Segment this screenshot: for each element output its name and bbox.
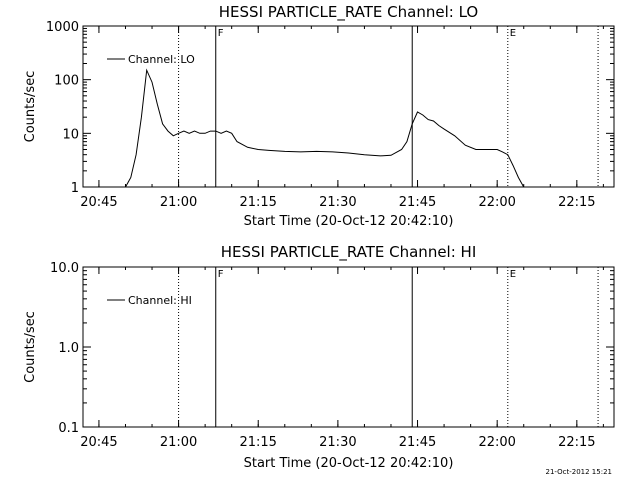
x-tick-label: 22:00 [478, 435, 515, 450]
x-tick-label: 22:15 [558, 195, 595, 210]
event-marker-label: F [218, 269, 224, 280]
x-tick-label: 21:45 [399, 195, 436, 210]
data-series-line [120, 68, 525, 188]
y-tick-label: 10.0 [50, 261, 79, 276]
x-tick-label: 20:45 [80, 195, 117, 210]
x-tick-label: 21:30 [319, 435, 356, 450]
y-tick-label: 1000 [46, 20, 79, 35]
y-tick-label: 1.0 [58, 341, 79, 356]
chart-panel: HESSI PARTICLE_RATE Channel: LO 20:45 21:0… [23, 3, 615, 229]
y-axis-label: Counts/sec [23, 311, 38, 383]
x-axis-label: Start Time (20-Oct-12 20:42:10) [244, 214, 454, 229]
chart-panel: HESSI PARTICLE_RATE Channel: HI 20:45 21:0… [23, 243, 615, 471]
x-tick-label: 20:45 [80, 435, 117, 450]
x-tick-label: 21:15 [239, 195, 276, 210]
x-tick-label: 22:15 [558, 435, 595, 450]
y-axis-label: Counts/sec [23, 71, 38, 143]
legend-label: Channel: HI [128, 294, 192, 307]
chart-title: HESSI PARTICLE_RATE Channel: LO [219, 3, 478, 22]
event-marker-label: F [218, 28, 224, 39]
x-tick-label: 21:30 [319, 195, 356, 210]
legend-label: Channel: LO [128, 53, 195, 66]
x-tick-label: 21:00 [160, 435, 197, 450]
timestamp-label: 21-Oct-2012 15:21 [546, 468, 612, 476]
y-tick-label: 10 [62, 127, 79, 142]
event-marker-label: E [510, 269, 516, 280]
x-tick-label: 21:00 [160, 195, 197, 210]
event-marker-label: E [510, 28, 516, 39]
x-axis-label: Start Time (20-Oct-12 20:42:10) [244, 456, 454, 471]
y-tick-label: 100 [54, 74, 79, 89]
x-tick-label: 21:45 [399, 435, 436, 450]
plot-frame [82, 266, 615, 428]
y-tick-label: 1 [71, 181, 79, 196]
y-tick-label: 0.1 [58, 421, 79, 436]
plot-frame [82, 25, 615, 188]
x-tick-label: 22:00 [478, 195, 515, 210]
chart-title: HESSI PARTICLE_RATE Channel: HI [221, 243, 477, 262]
x-tick-label: 21:15 [239, 435, 276, 450]
